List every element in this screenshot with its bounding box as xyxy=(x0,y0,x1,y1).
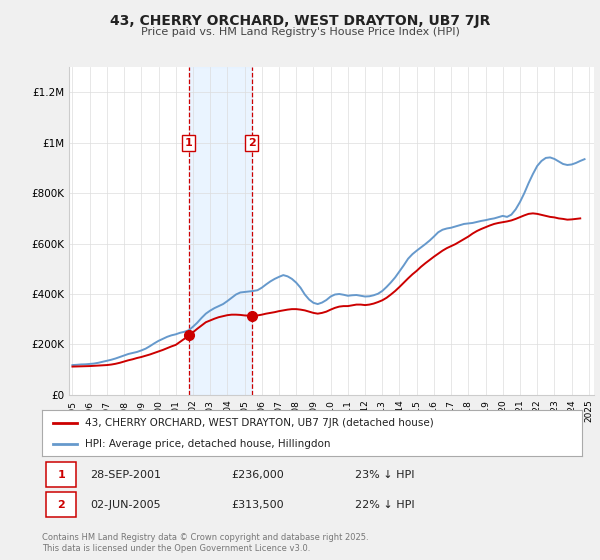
Text: 43, CHERRY ORCHARD, WEST DRAYTON, UB7 7JR (detached house): 43, CHERRY ORCHARD, WEST DRAYTON, UB7 7J… xyxy=(85,418,434,428)
FancyBboxPatch shape xyxy=(46,463,76,487)
Text: 02-JUN-2005: 02-JUN-2005 xyxy=(91,500,161,510)
Text: 23% ↓ HPI: 23% ↓ HPI xyxy=(355,470,415,479)
Text: 2: 2 xyxy=(57,500,65,510)
Text: 1: 1 xyxy=(185,138,193,148)
Text: £236,000: £236,000 xyxy=(231,470,284,479)
Text: Price paid vs. HM Land Registry's House Price Index (HPI): Price paid vs. HM Land Registry's House … xyxy=(140,27,460,37)
Text: 43, CHERRY ORCHARD, WEST DRAYTON, UB7 7JR: 43, CHERRY ORCHARD, WEST DRAYTON, UB7 7J… xyxy=(110,14,490,28)
Text: HPI: Average price, detached house, Hillingdon: HPI: Average price, detached house, Hill… xyxy=(85,439,331,449)
Text: 22% ↓ HPI: 22% ↓ HPI xyxy=(355,500,415,510)
Text: 1: 1 xyxy=(57,470,65,479)
FancyBboxPatch shape xyxy=(46,492,76,517)
Text: 28-SEP-2001: 28-SEP-2001 xyxy=(91,470,161,479)
Text: Contains HM Land Registry data © Crown copyright and database right 2025.
This d: Contains HM Land Registry data © Crown c… xyxy=(42,533,368,553)
Text: £313,500: £313,500 xyxy=(231,500,284,510)
Bar xyxy=(188,67,252,395)
Text: 2: 2 xyxy=(248,138,256,148)
